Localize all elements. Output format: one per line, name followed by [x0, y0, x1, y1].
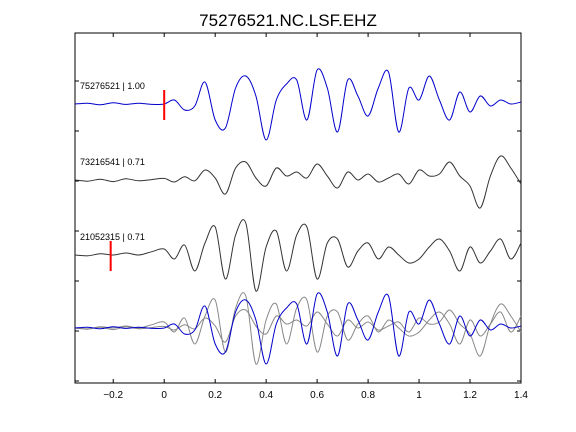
plot-frame	[74, 32, 522, 384]
trace-labels: 75276521 | 1.00 73216541 | 0.71 21052315 |…	[80, 81, 145, 242]
overlay-trace-line	[74, 292, 522, 365]
overlay-trace-line	[74, 292, 522, 365]
y-axis-ticks	[75, 32, 521, 382]
trace-label: 21052315 | 0.71	[80, 232, 145, 242]
x-tick-label: 1	[416, 390, 422, 401]
x-tick-label: 0.2	[208, 390, 222, 401]
x-tick-label: 0.4	[259, 390, 273, 401]
x-tick-label: 0.8	[361, 390, 375, 401]
trace-label: 75276521 | 1.00	[80, 81, 145, 91]
x-tick-label: 1.2	[463, 390, 477, 401]
x-tick-label: 0.6	[310, 390, 324, 401]
overlay-trace-line	[74, 303, 522, 357]
trace-line	[74, 155, 522, 209]
pick-markers	[109, 90, 166, 271]
x-tick-label: 1.4	[514, 390, 528, 401]
trace-line	[74, 219, 522, 292]
chart-title: 75276521.NC.LSF.EHZ	[199, 11, 377, 30]
x-tick-label: 0	[161, 390, 167, 401]
overlay-traces	[74, 292, 522, 365]
x-tick-label: −0.2	[103, 390, 123, 401]
x-axis: −0.2 0 0.2 0.4 0.6 0.8 1 1.2 1.4	[103, 33, 528, 401]
trace-label: 73216541 | 0.71	[80, 157, 145, 167]
